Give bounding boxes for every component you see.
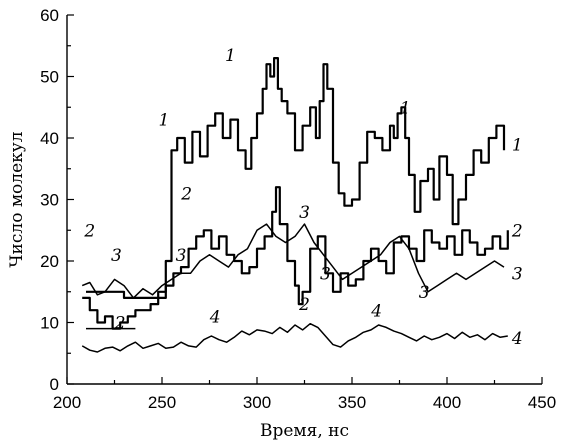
curve-label-1: 1	[225, 46, 236, 66]
curve-label-3: 3	[320, 264, 331, 284]
y-axis-title: Число молекул	[7, 131, 27, 267]
curve-label-4: 4	[511, 329, 523, 349]
series-4-line	[81, 322, 508, 353]
curve-label-2: 2	[83, 221, 95, 241]
x-tick-label: 450	[528, 393, 556, 412]
series-layer	[81, 57, 509, 353]
y-tick-label: 40	[40, 129, 59, 148]
series-2-line	[82, 186, 509, 330]
curve-label-4: 4	[209, 308, 221, 328]
x-tick-label: 400	[433, 393, 461, 412]
curve-label-3: 3	[176, 246, 187, 266]
curve-label-3: 3	[419, 283, 430, 303]
plot-area: 0 10 20 30 40 50 60 200 250 300 350 400 450	[40, 6, 556, 412]
curve-label-3: 3	[512, 264, 523, 284]
y-tick-label: 50	[40, 68, 59, 87]
curve-label-3: 3	[111, 246, 122, 266]
curve-label-1: 1	[512, 135, 523, 155]
x-tick-label: 200	[53, 393, 81, 412]
x-axis-title: Время, нс	[260, 421, 349, 441]
series-1-line	[86, 57, 506, 299]
y-tick-label: 0	[50, 375, 59, 394]
y-tick-label: 10	[40, 314, 59, 333]
curve-label-4: 4	[370, 301, 382, 321]
curve-label-2: 2	[511, 221, 523, 241]
curve-label-2: 2	[180, 185, 192, 205]
series-3-line	[81, 223, 505, 299]
y-tick-label: 30	[40, 191, 59, 210]
curve-label-2: 2	[114, 314, 126, 334]
x-tick-label: 300	[243, 393, 271, 412]
curve-label-2: 2	[298, 295, 310, 315]
y-tick-label: 60	[40, 6, 59, 25]
y-tick-label: 20	[40, 252, 59, 271]
x-tick-label: 250	[148, 393, 176, 412]
curve-label-1: 1	[158, 111, 169, 131]
x-tick-label: 350	[338, 393, 366, 412]
curve-label-3: 3	[299, 203, 310, 223]
curve-label-1: 1	[400, 98, 411, 118]
